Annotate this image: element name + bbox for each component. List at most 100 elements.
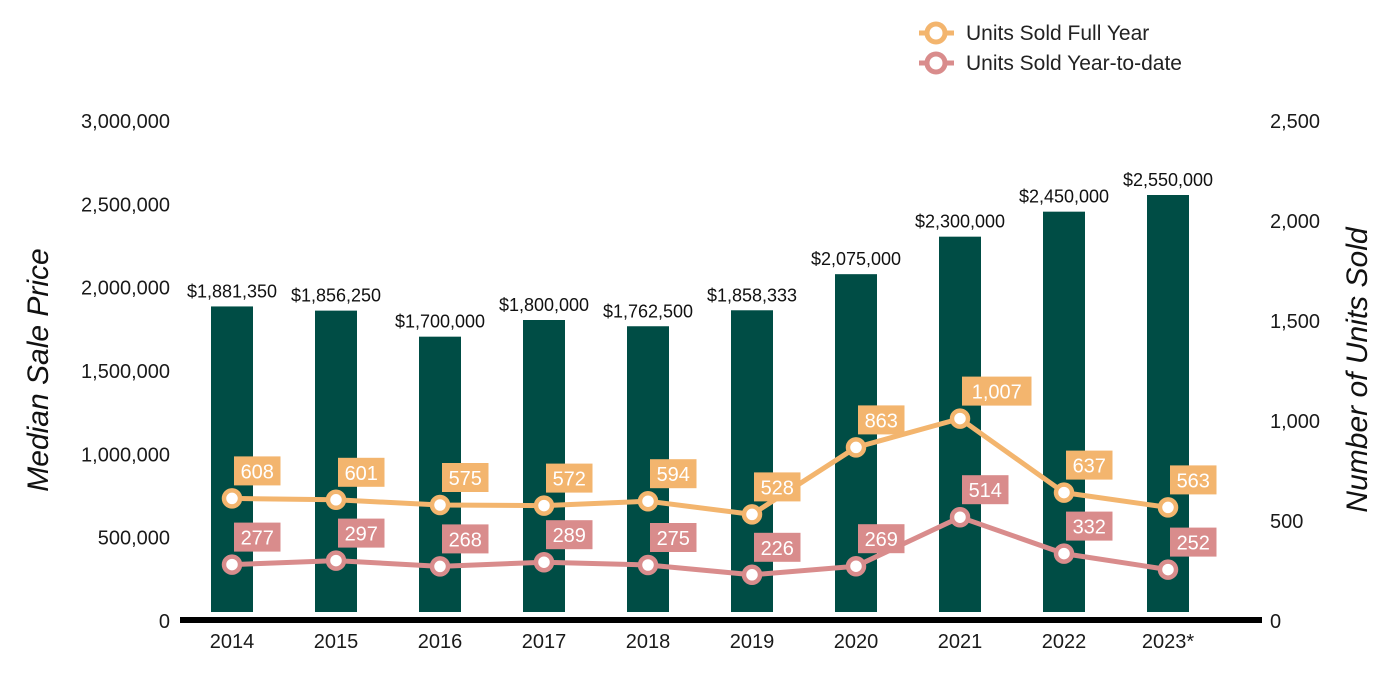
full-year-label-box-2020: [858, 405, 905, 435]
x-tick-2023: 2023*: [1142, 631, 1194, 653]
axes-layer: 0 500,000 1,000,000 1,500,000 2,000,000 2,500…: [81, 111, 1320, 653]
full-year-label-2023: 563: [1177, 470, 1210, 492]
ytd-line: [229, 514, 1171, 578]
full-year-label-2022: 637: [1073, 456, 1106, 478]
full-year-label-2016: 575: [449, 468, 482, 490]
full-year-label-box-2014: [234, 456, 281, 486]
ytd-label-2018: 275: [657, 528, 690, 550]
full-year-label-box-2015: [338, 457, 385, 487]
bar-value-label-2016: $1,700,000: [395, 312, 485, 332]
y-tick-3: 1,500,000: [81, 361, 170, 383]
ytd-label-box-2020: [858, 524, 905, 554]
y-tick-5: 2,500,000: [81, 194, 170, 216]
x-tick-2018: 2018: [626, 631, 671, 653]
y-tick-1: 500,000: [98, 528, 170, 550]
ytd-label-box-2015: [338, 518, 385, 548]
ytd-point-2015: [325, 550, 347, 571]
full-year-label-box-2017: [546, 463, 593, 493]
bar-value-label-2015: $1,856,250: [291, 286, 381, 306]
ytd-label-2014: 277: [241, 528, 274, 550]
x-tick-2019: 2019: [730, 631, 775, 653]
full-year-label-2020: 863: [865, 410, 898, 432]
bar-labels-layer: $1,881,350 $1,856,250 $1,700,000 $1,800,000…: [187, 170, 1213, 332]
x-tick-2014: 2014: [210, 631, 255, 653]
ytd-label-box-2018: [650, 523, 697, 552]
bar-value-label-2014: $1,881,350: [187, 281, 277, 301]
full-year-label-box-2016: [442, 463, 489, 492]
bar-value-label-2022: $2,450,000: [1019, 187, 1109, 207]
full-year-label-box-2019: [754, 472, 801, 502]
x-tick-2021: 2021: [938, 631, 983, 653]
ytd-point-2022: [1053, 543, 1075, 564]
ytd-point-2021: [949, 506, 971, 528]
y2-axis-title: Number of Units Sold: [1341, 226, 1374, 512]
full-year-point-2018: [637, 490, 659, 512]
ytd-label-2021: 514: [969, 480, 1002, 502]
x-tick-2017: 2017: [522, 631, 567, 653]
legend-marker-full-year: [924, 21, 948, 45]
bar-value-label-2023: $2,550,000: [1123, 170, 1213, 190]
ytd-point-2019: [741, 564, 763, 586]
y2-tick-4: 2,000: [1270, 211, 1320, 233]
full-year-label-2021: 1,007: [972, 382, 1022, 404]
y-tick-4: 2,000,000: [81, 278, 170, 300]
ytd-point-2014: [221, 554, 243, 575]
full-year-label-2014: 608: [241, 461, 274, 483]
y-tick-6: 3,000,000: [81, 111, 170, 133]
bar-value-label-2019: $1,858,333: [707, 285, 797, 305]
y-tick-2: 1,000,000: [81, 444, 170, 466]
x-tick-2020: 2020: [834, 631, 879, 653]
y2-tick-3: 1,500: [1270, 311, 1320, 333]
full-year-label-2019: 528: [761, 477, 794, 499]
legend-marker-ytd: [924, 51, 948, 75]
full-year-label-2015: 601: [345, 463, 378, 485]
y2-tick-0: 0: [1270, 611, 1281, 633]
ytd-label-2020: 269: [865, 529, 898, 551]
y-tick-0: 0: [159, 611, 170, 633]
ytd-point-2016: [429, 556, 451, 577]
full-year-point-2022: [1053, 482, 1075, 503]
ytd-label-2017: 289: [553, 525, 586, 547]
full-year-point-2017: [533, 495, 555, 516]
lines-layer: 277 297 268 289 275 226 269 514 332 252 608 601 575 5…: [221, 376, 1217, 586]
full-year-point-2014: [221, 488, 243, 509]
full-year-point-2023: [1157, 497, 1179, 518]
full-year-label-box-2023: [1170, 465, 1217, 495]
full-year-label-2017: 572: [553, 469, 586, 491]
bar-value-label-2018: $1,762,500: [603, 301, 693, 321]
legend-item-ytd: Units Sold Year-to-date: [919, 51, 1182, 75]
y2-tick-5: 2,500: [1270, 111, 1320, 133]
full-year-label-box-2021: [962, 376, 1032, 406]
full-year-line: [229, 416, 1171, 517]
ytd-label-box-2021: [962, 475, 1009, 505]
y-axis-title: Median Sale Price: [22, 248, 55, 491]
ytd-label-2016: 268: [449, 529, 482, 551]
ytd-label-2023: 252: [1177, 533, 1210, 555]
legend-label-ytd: Units Sold Year-to-date: [966, 52, 1182, 75]
full-year-point-2015: [325, 489, 347, 511]
bar-value-label-2020: $2,075,000: [811, 249, 901, 269]
ytd-label-box-2017: [546, 520, 593, 550]
ytd-point-2020: [845, 555, 867, 577]
ytd-label-2019: 226: [761, 538, 794, 560]
full-year-point-2016: [429, 494, 451, 516]
x-tick-2016: 2016: [418, 631, 463, 653]
full-year-point-2021: [949, 408, 971, 429]
y2-tick-1: 500: [1270, 511, 1303, 533]
full-year-point-2020: [845, 437, 867, 458]
ytd-label-box-2014: [234, 522, 281, 552]
ytd-point-2018: [637, 554, 659, 576]
ytd-label-2015: 297: [345, 524, 378, 546]
y2-tick-2: 1,000: [1270, 411, 1320, 433]
legend-label-full-year: Units Sold Full Year: [966, 22, 1149, 45]
ytd-point-2023: [1157, 559, 1179, 580]
full-year-point-2019: [741, 504, 763, 525]
ytd-label-box-2016: [442, 524, 489, 554]
full-year-label-box-2022: [1066, 450, 1113, 480]
ytd-label-2022: 332: [1073, 517, 1106, 539]
legend-item-full-year: Units Sold Full Year: [919, 21, 1149, 45]
bar-value-label-2021: $2,300,000: [915, 212, 1005, 232]
ytd-label-box-2023: [1170, 527, 1217, 557]
